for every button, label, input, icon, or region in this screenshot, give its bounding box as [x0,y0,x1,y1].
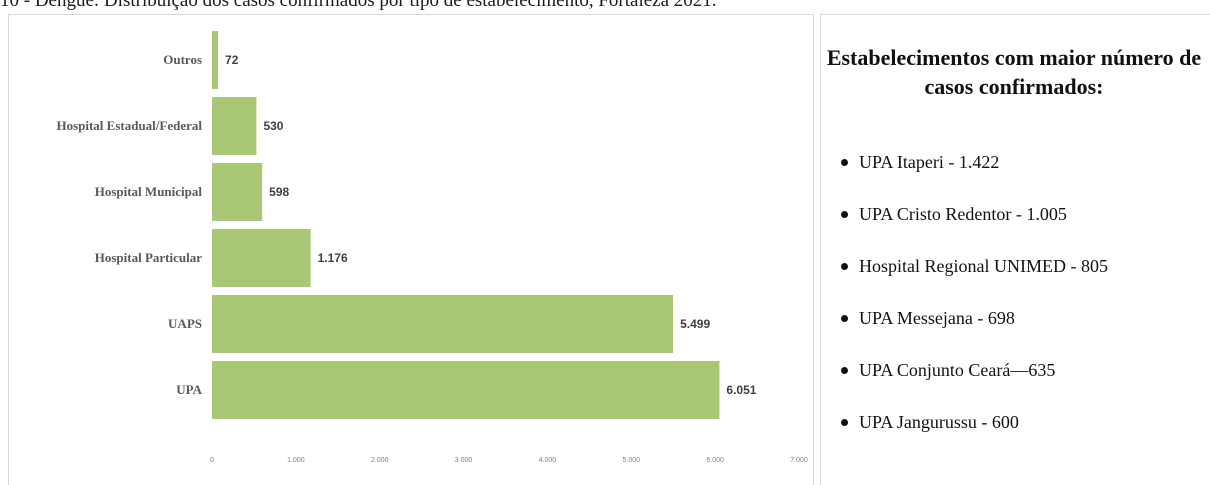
list-item: UPA Jangurussu - 600 [821,410,1108,462]
list-item-text: UPA Conjunto Ceará—635 [859,360,1056,380]
data-label: 5.499 [680,317,710,331]
data-label: 72 [225,53,239,67]
list-item-text: Hospital Regional UNIMED - 805 [859,256,1108,276]
category-label: Hospital Municipal [95,184,203,199]
data-label: 530 [263,119,283,133]
bullet-icon [841,159,848,166]
bullet-icon [841,315,848,322]
category-label: UPA [176,382,202,397]
category-label: Hospital Estadual/Federal [56,118,202,133]
establishment-list: UPA Itaperi - 1.422 UPA Cristo Redentor … [821,150,1108,462]
list-item: Hospital Regional UNIMED - 805 [821,254,1108,306]
category-label: UAPS [168,316,202,331]
bar [212,31,219,89]
bar [212,361,720,419]
x-tick-label: 6.000 [706,457,724,464]
x-tick-label: 3.000 [455,457,473,464]
x-tick-label: 7.000 [790,457,808,464]
bar [212,97,257,155]
category-label: Outros [163,52,202,67]
category-label: Hospital Particular [95,250,202,265]
x-tick-label: 1.000 [287,457,305,464]
bar [212,163,263,221]
data-label: 598 [269,185,289,199]
list-item: UPA Conjunto Ceará—635 [821,358,1108,410]
bar [212,229,311,287]
side-panel-title: Estabelecimentos com maior número de cas… [826,45,1202,99]
bullet-icon [841,419,848,426]
list-item: UPA Messejana - 698 [821,306,1108,358]
list-item: UPA Itaperi - 1.422 [821,150,1108,202]
bullet-icon [841,263,848,270]
bullet-icon [841,367,848,374]
x-tick-label: 0 [210,457,214,464]
data-label: 6.051 [726,383,756,397]
chart-panel: Outros 72 Hospital Estadual/Federal 530 Hosp… [8,14,814,485]
x-tick-label: 4.000 [539,457,557,464]
bullet-icon [841,211,848,218]
list-item: UPA Cristo Redentor - 1.005 [821,202,1108,254]
data-label: 1.176 [318,251,348,265]
side-panel: Estabelecimentos com maior número de cas… [820,14,1210,485]
x-tick-label: 5.000 [623,457,641,464]
list-item-text: UPA Jangurussu - 600 [859,412,1019,432]
list-item-text: UPA Itaperi - 1.422 [859,152,1000,172]
figure-title: 10 - Dengue: Distribuição dos casos conf… [0,0,717,11]
list-item-text: UPA Messejana - 698 [859,308,1015,328]
list-item-text: UPA Cristo Redentor - 1.005 [859,204,1067,224]
x-tick-label: 2.000 [371,457,389,464]
bar [212,295,674,353]
bar-chart: Outros 72 Hospital Estadual/Federal 530 Hosp… [56,31,808,464]
